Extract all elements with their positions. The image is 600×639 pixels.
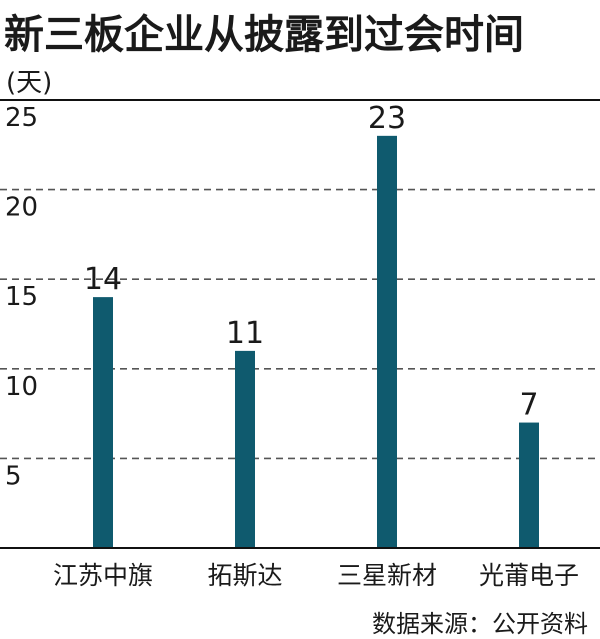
bar-1 xyxy=(93,297,113,548)
y-tick-labels: 5 10 15 20 25 xyxy=(5,103,38,491)
source-note: 数据来源：公开资料 xyxy=(372,610,588,638)
bar-4 xyxy=(519,422,539,548)
x-tick-label: 江苏中旗 xyxy=(53,561,153,590)
x-tick-label: 拓斯达 xyxy=(207,561,282,590)
x-tick-label: 三星新材 xyxy=(337,561,437,590)
data-labels: 14 11 23 7 xyxy=(84,101,539,423)
y-tick-label: 5 xyxy=(5,461,22,491)
y-tick-label: 20 xyxy=(5,193,38,223)
y-tick-label: 15 xyxy=(5,282,38,312)
x-tick-labels: 江苏中旗 拓斯达 三星新材 光莆电子 xyxy=(53,561,579,590)
data-label: 14 xyxy=(84,262,122,297)
bar-2 xyxy=(235,350,255,548)
bars xyxy=(93,135,539,548)
y-axis-unit-label: (天) xyxy=(6,68,53,98)
y-tick-label: 10 xyxy=(5,372,38,402)
x-tick-label: 光莆电子 xyxy=(479,561,579,590)
bar-3 xyxy=(377,135,397,548)
data-label: 23 xyxy=(368,101,406,136)
chart-title: 新三板企业从披露到过会时间 xyxy=(4,12,524,58)
data-label: 7 xyxy=(519,388,538,423)
y-tick-label: 25 xyxy=(5,103,38,133)
data-label: 11 xyxy=(226,316,264,351)
